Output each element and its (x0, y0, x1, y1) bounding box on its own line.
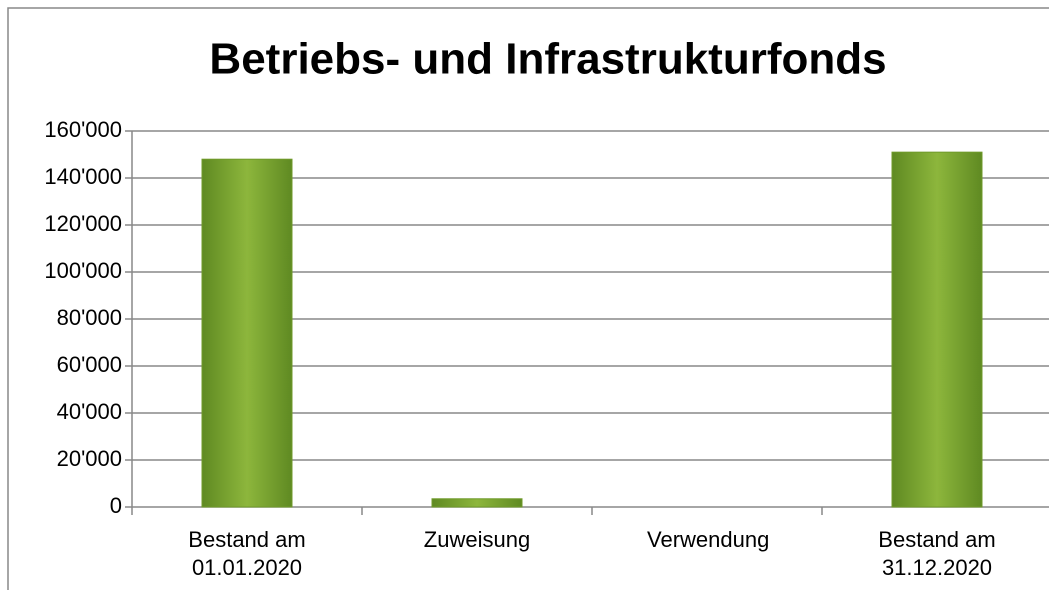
bar (201, 158, 293, 508)
x-tick-label: Bestand am 01.01.2020 (188, 527, 306, 580)
y-tick-label: 80'000 (57, 305, 122, 330)
y-tick-label: 120'000 (44, 211, 122, 236)
x-tick-label: Zuweisung (423, 527, 531, 552)
bar (891, 151, 983, 508)
y-tick-label: 160'000 (44, 117, 122, 142)
x-tick-label: Verwendung (647, 527, 770, 552)
x-tick-label: Bestand am 31.12.2020 (878, 527, 996, 580)
y-tick-label: 140'000 (44, 164, 122, 189)
y-tick-label: 20'000 (57, 446, 122, 471)
bar (431, 498, 523, 508)
y-tick-label: 40'000 (57, 399, 122, 424)
y-tick-label: 0 (110, 493, 122, 518)
chart-title: Betriebs- und Infrastrukturfonds (209, 35, 886, 84)
y-tick-label: 60'000 (57, 352, 122, 377)
frame (7, 7, 1049, 590)
y-tick-label: 100'000 (44, 258, 122, 283)
